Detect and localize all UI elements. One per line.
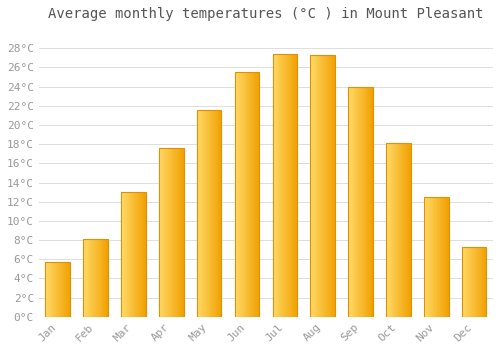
Bar: [272, 54, 297, 317]
Bar: [348, 86, 373, 317]
Bar: [159, 148, 184, 317]
Bar: [46, 262, 70, 317]
Title: Average monthly temperatures (°C ) in Mount Pleasant: Average monthly temperatures (°C ) in Mo…: [48, 7, 484, 21]
Bar: [424, 197, 448, 317]
Bar: [310, 55, 335, 317]
Bar: [234, 72, 260, 317]
Bar: [121, 192, 146, 317]
Bar: [462, 247, 486, 317]
Bar: [84, 239, 108, 317]
Bar: [386, 143, 410, 317]
Bar: [197, 110, 222, 317]
